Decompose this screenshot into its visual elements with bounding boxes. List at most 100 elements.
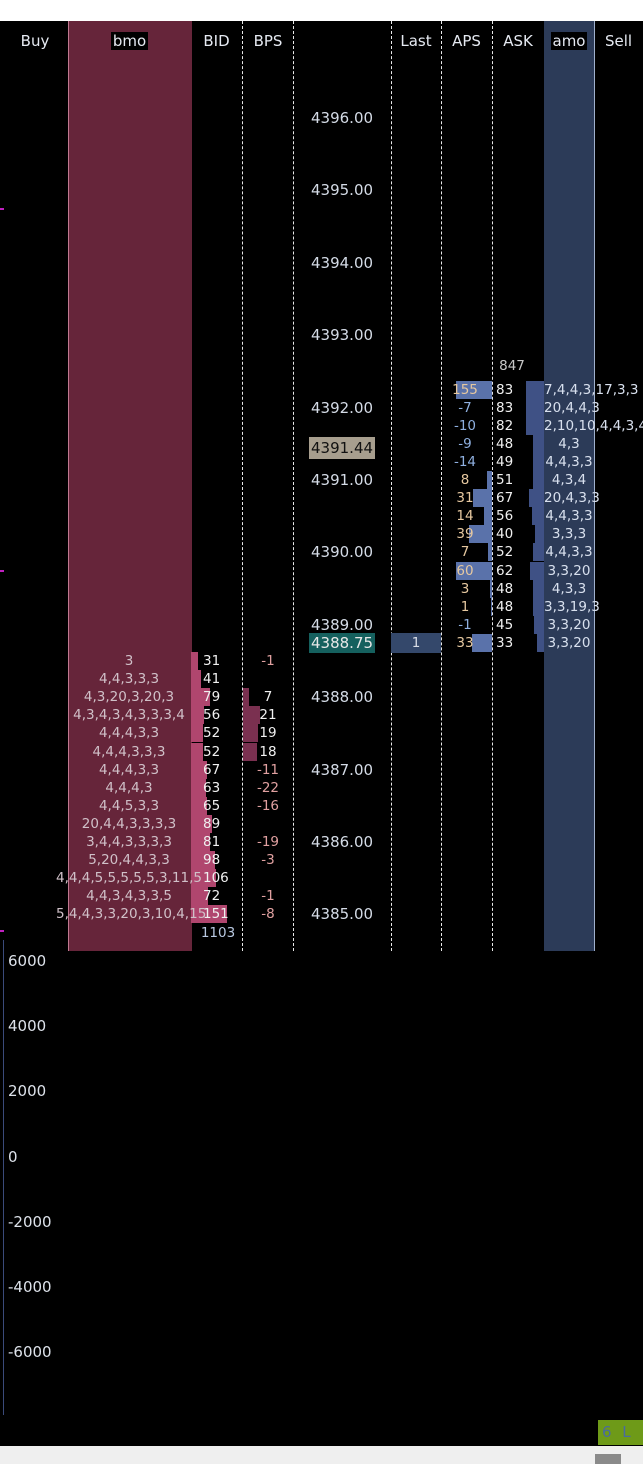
bid-value: 31 [203,653,221,669]
bid-value: 72 [203,888,221,905]
bid-value: 79 [203,689,221,706]
bid-value: 52 [203,725,221,742]
bps-value [243,815,293,833]
header-bid[interactable]: BID [203,32,230,50]
scrollbar-thumb[interactable] [595,1454,621,1464]
aps-value: 31 [456,490,474,507]
price-label: 4392.00 [311,398,374,417]
header-amo[interactable]: amo [544,30,594,52]
ask-value: 48 [496,598,514,615]
ask-value: 33 [496,634,514,651]
header-bps[interactable]: BPS [253,32,283,50]
header-last[interactable]: Last [400,32,432,50]
aps-value: -7 [458,399,472,416]
bmo-value: 4,3,20,3,20,3 [83,689,175,706]
bmo-value: 4,4,4,3 [105,779,153,796]
axis-marker [0,208,4,210]
aps-value: -14 [453,453,477,470]
axis-tick-label: 4000 [8,1017,47,1036]
bid-bar [191,833,210,851]
ask-value: 49 [496,453,514,470]
axis-tick-label: -4000 [8,1278,52,1296]
bmo-value: 20,4,4,3,3,3,3 [81,815,177,832]
ask-bar [537,633,544,652]
bmo-value: 3,4,4,3,3,3,3 [86,834,172,850]
bps-value: -16 [256,797,280,814]
amo-value: 3,3,20 [547,562,591,579]
amo-column [544,21,595,951]
aps-value: 7 [460,544,470,561]
bid-bar [191,887,208,906]
bid-bar [191,724,203,743]
chart-y-axis [3,940,4,1415]
axis-marker [0,930,4,932]
bmo-value: 4,4,4,3,3 [98,725,160,742]
bps-value: -1 [261,888,275,905]
amo-value: 4,3,3 [551,580,587,597]
bid-value: 98 [203,852,221,869]
aps-value: 39 [456,526,474,543]
ask-bar [533,597,544,616]
bid-bar [191,796,207,815]
bmo-value: 5,4,4,3,3,20,3,10,4,15 [56,906,207,923]
price-label: 4390.00 [311,543,374,562]
aps-bar [491,597,492,616]
ask-bar [533,579,544,598]
bid-bar [191,670,201,689]
horizontal-scrollbar[interactable] [0,1446,643,1464]
header-bmo-label: bmo [110,32,149,50]
amo-value: 4,3,4 [551,472,587,488]
header-ask[interactable]: ASK [503,32,533,50]
bid-bar [191,778,206,797]
amo-value: 4,4,3,3 [545,508,593,525]
bid-value: 52 [203,743,221,760]
header-aps[interactable]: APS [452,32,481,50]
bid-bar [191,742,203,761]
price-label: 4389.00 [311,615,374,634]
bps-bar [243,688,249,707]
bid-bar [191,814,212,833]
aps-bar [484,507,492,526]
bmo-value: 4,4,5,3,3 [98,797,160,814]
bid-bar [191,760,207,779]
ask-value: 56 [496,508,514,525]
ask-value: 83 [496,399,514,416]
amo-value: 4,4,3,3 [545,453,593,470]
aps-value: 8 [460,472,470,488]
bid-value: 151 [203,906,229,923]
ask-bar [526,398,544,417]
aps-bar [456,380,492,399]
bid-bar [191,905,227,924]
ask-bar [526,416,544,435]
header-buy[interactable]: Buy [20,32,50,50]
ask-bar [533,543,544,562]
ask-value: 67 [496,490,514,507]
amo-value: 3,3,19,3 [544,598,600,615]
amo-value: 3,3,20 [547,616,591,633]
header-sell[interactable]: Sell [604,32,633,50]
bmo-value: 4,4,3,3,3 [98,671,160,688]
axis-tick-label: 2000 [8,1082,47,1101]
ask-value: 62 [496,562,514,579]
bps-value: 19 [259,725,277,742]
ask-value: 45 [496,616,514,633]
ask-bar [529,489,544,508]
ask-value: 48 [496,580,514,597]
aps-value: 14 [456,508,474,525]
bid-bar [191,869,216,888]
header-bmo[interactable]: bmo [68,30,191,52]
bid-value: 89 [203,815,221,832]
bmo-value: 5,20,4,4,3,3 [88,852,170,869]
column-divider [492,21,493,951]
aps-bar [490,579,492,598]
amo-value: 4,3 [558,435,580,452]
amo-value: 2,10,10,4,4,3,4 [544,417,643,434]
ask-bar [535,525,544,544]
ask-bar [533,471,544,489]
price-label: 4393.00 [311,326,374,345]
aps-value: 3 [460,580,470,597]
price-label: 4394.00 [311,253,374,272]
column-divider [293,21,294,951]
column-divider [441,21,442,951]
bid-value: 65 [203,797,221,814]
